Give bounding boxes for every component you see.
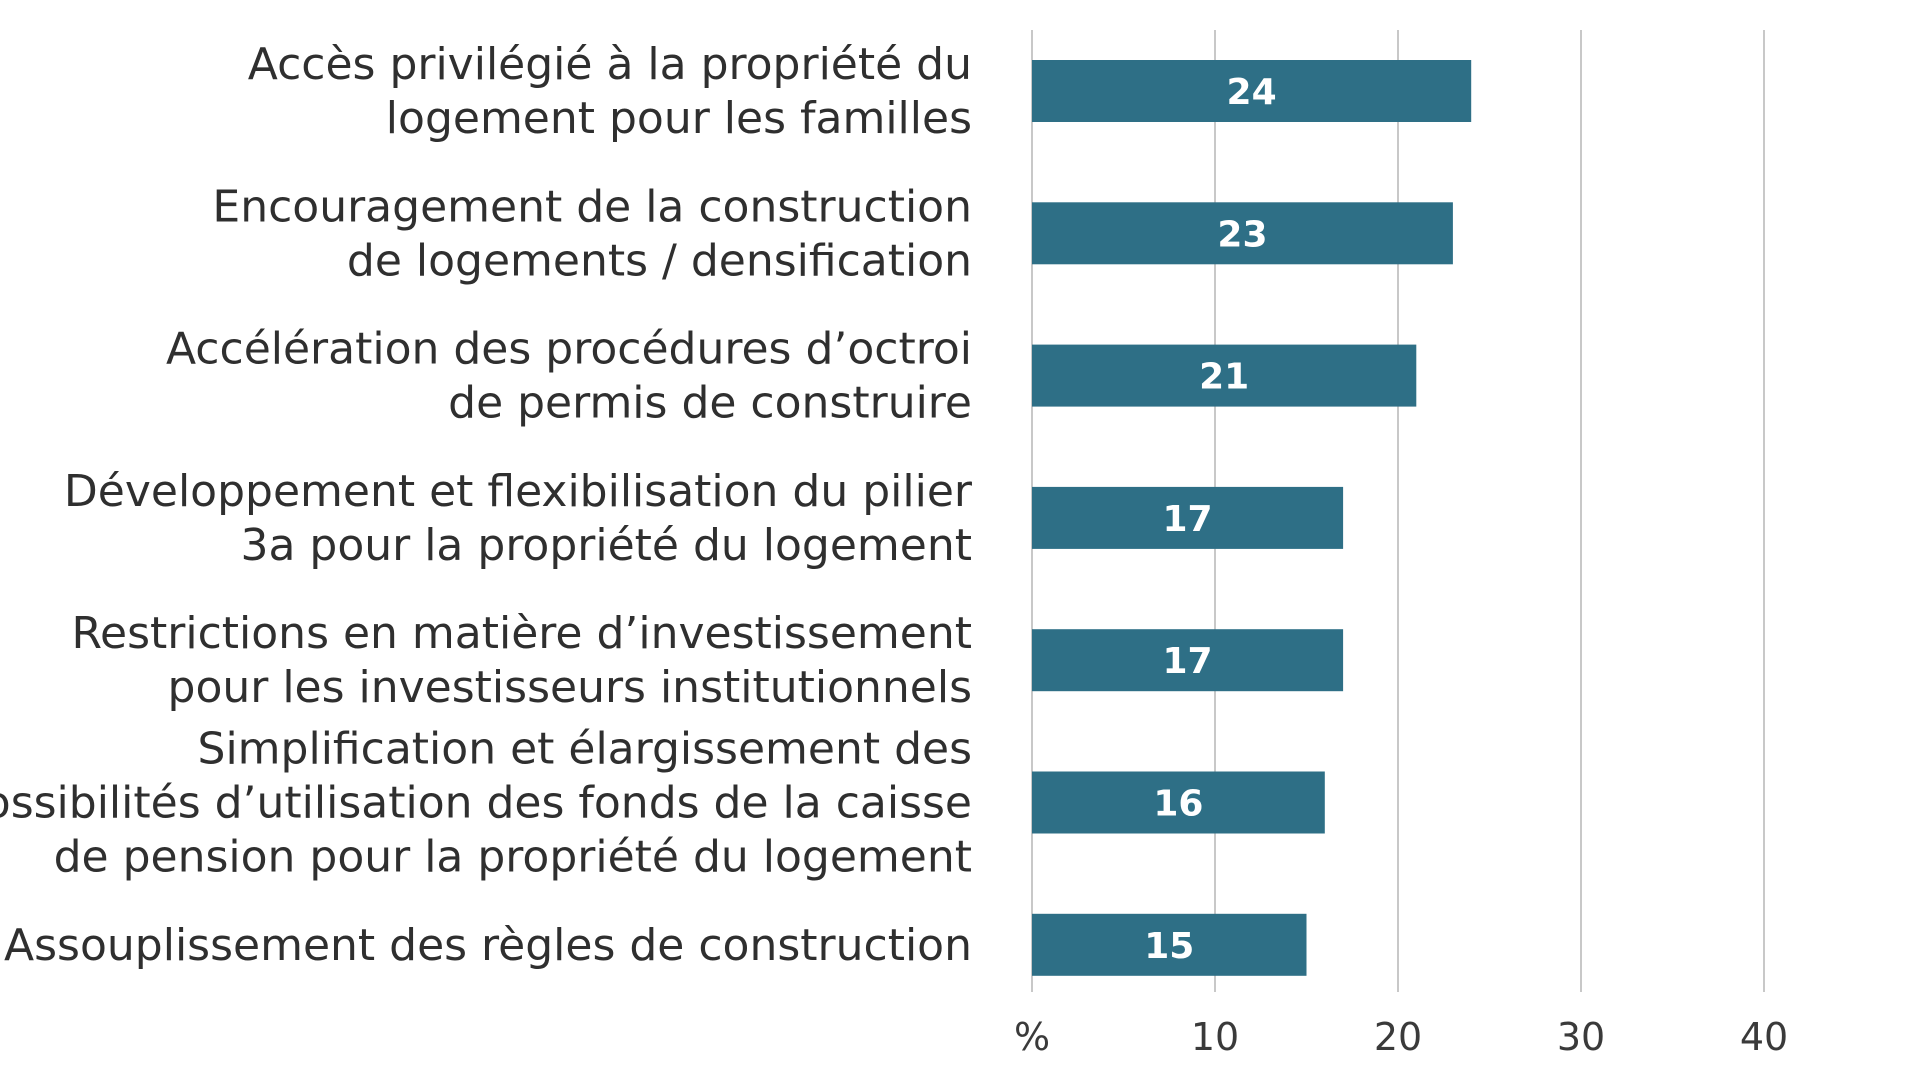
data-label-3: 17 <box>1162 499 1212 540</box>
tick-label-4: 40 <box>1740 1015 1788 1059</box>
category-label-1: Encouragement de la construction de logem… <box>212 181 972 286</box>
bar-3 <box>1032 486 1344 549</box>
bar-5 <box>1032 771 1325 834</box>
category-labels: Accès privilégié à la propriété du logeme… <box>0 39 973 971</box>
category-label-6: Assouplissement des règles de constructi… <box>4 920 972 971</box>
x-axis-ticks: % 10 20 30 40 <box>1014 1015 1788 1059</box>
data-label-5: 16 <box>1153 784 1203 825</box>
bar-0 <box>1032 60 1472 122</box>
data-label-4: 17 <box>1162 641 1212 682</box>
bars: 24 23 21 17 17 16 15 <box>1032 60 1472 976</box>
data-label-1: 23 <box>1217 214 1267 255</box>
bar-4 <box>1032 629 1344 692</box>
tick-label-2: 20 <box>1374 1015 1422 1059</box>
category-label-4: Restrictions en matière d’investissement… <box>71 608 972 713</box>
tick-label-3: 30 <box>1557 1015 1605 1059</box>
data-label-6: 15 <box>1144 926 1194 967</box>
bar-1 <box>1032 202 1453 265</box>
category-label-2: Accélération des procédures d’octroi de p… <box>166 324 972 429</box>
tick-label-0: % <box>1014 1015 1050 1059</box>
category-label-5: Simplification et élargissement des possi… <box>0 724 972 883</box>
data-label-2: 21 <box>1199 357 1249 398</box>
category-label-0: Accès privilégié à la propriété du logeme… <box>248 39 972 144</box>
bar-2 <box>1032 344 1417 407</box>
bar-6 <box>1032 913 1307 976</box>
tick-label-1: 10 <box>1191 1015 1239 1059</box>
data-label-0: 24 <box>1227 72 1277 113</box>
category-label-3: Développement et flexibilisation du pili… <box>64 466 973 571</box>
